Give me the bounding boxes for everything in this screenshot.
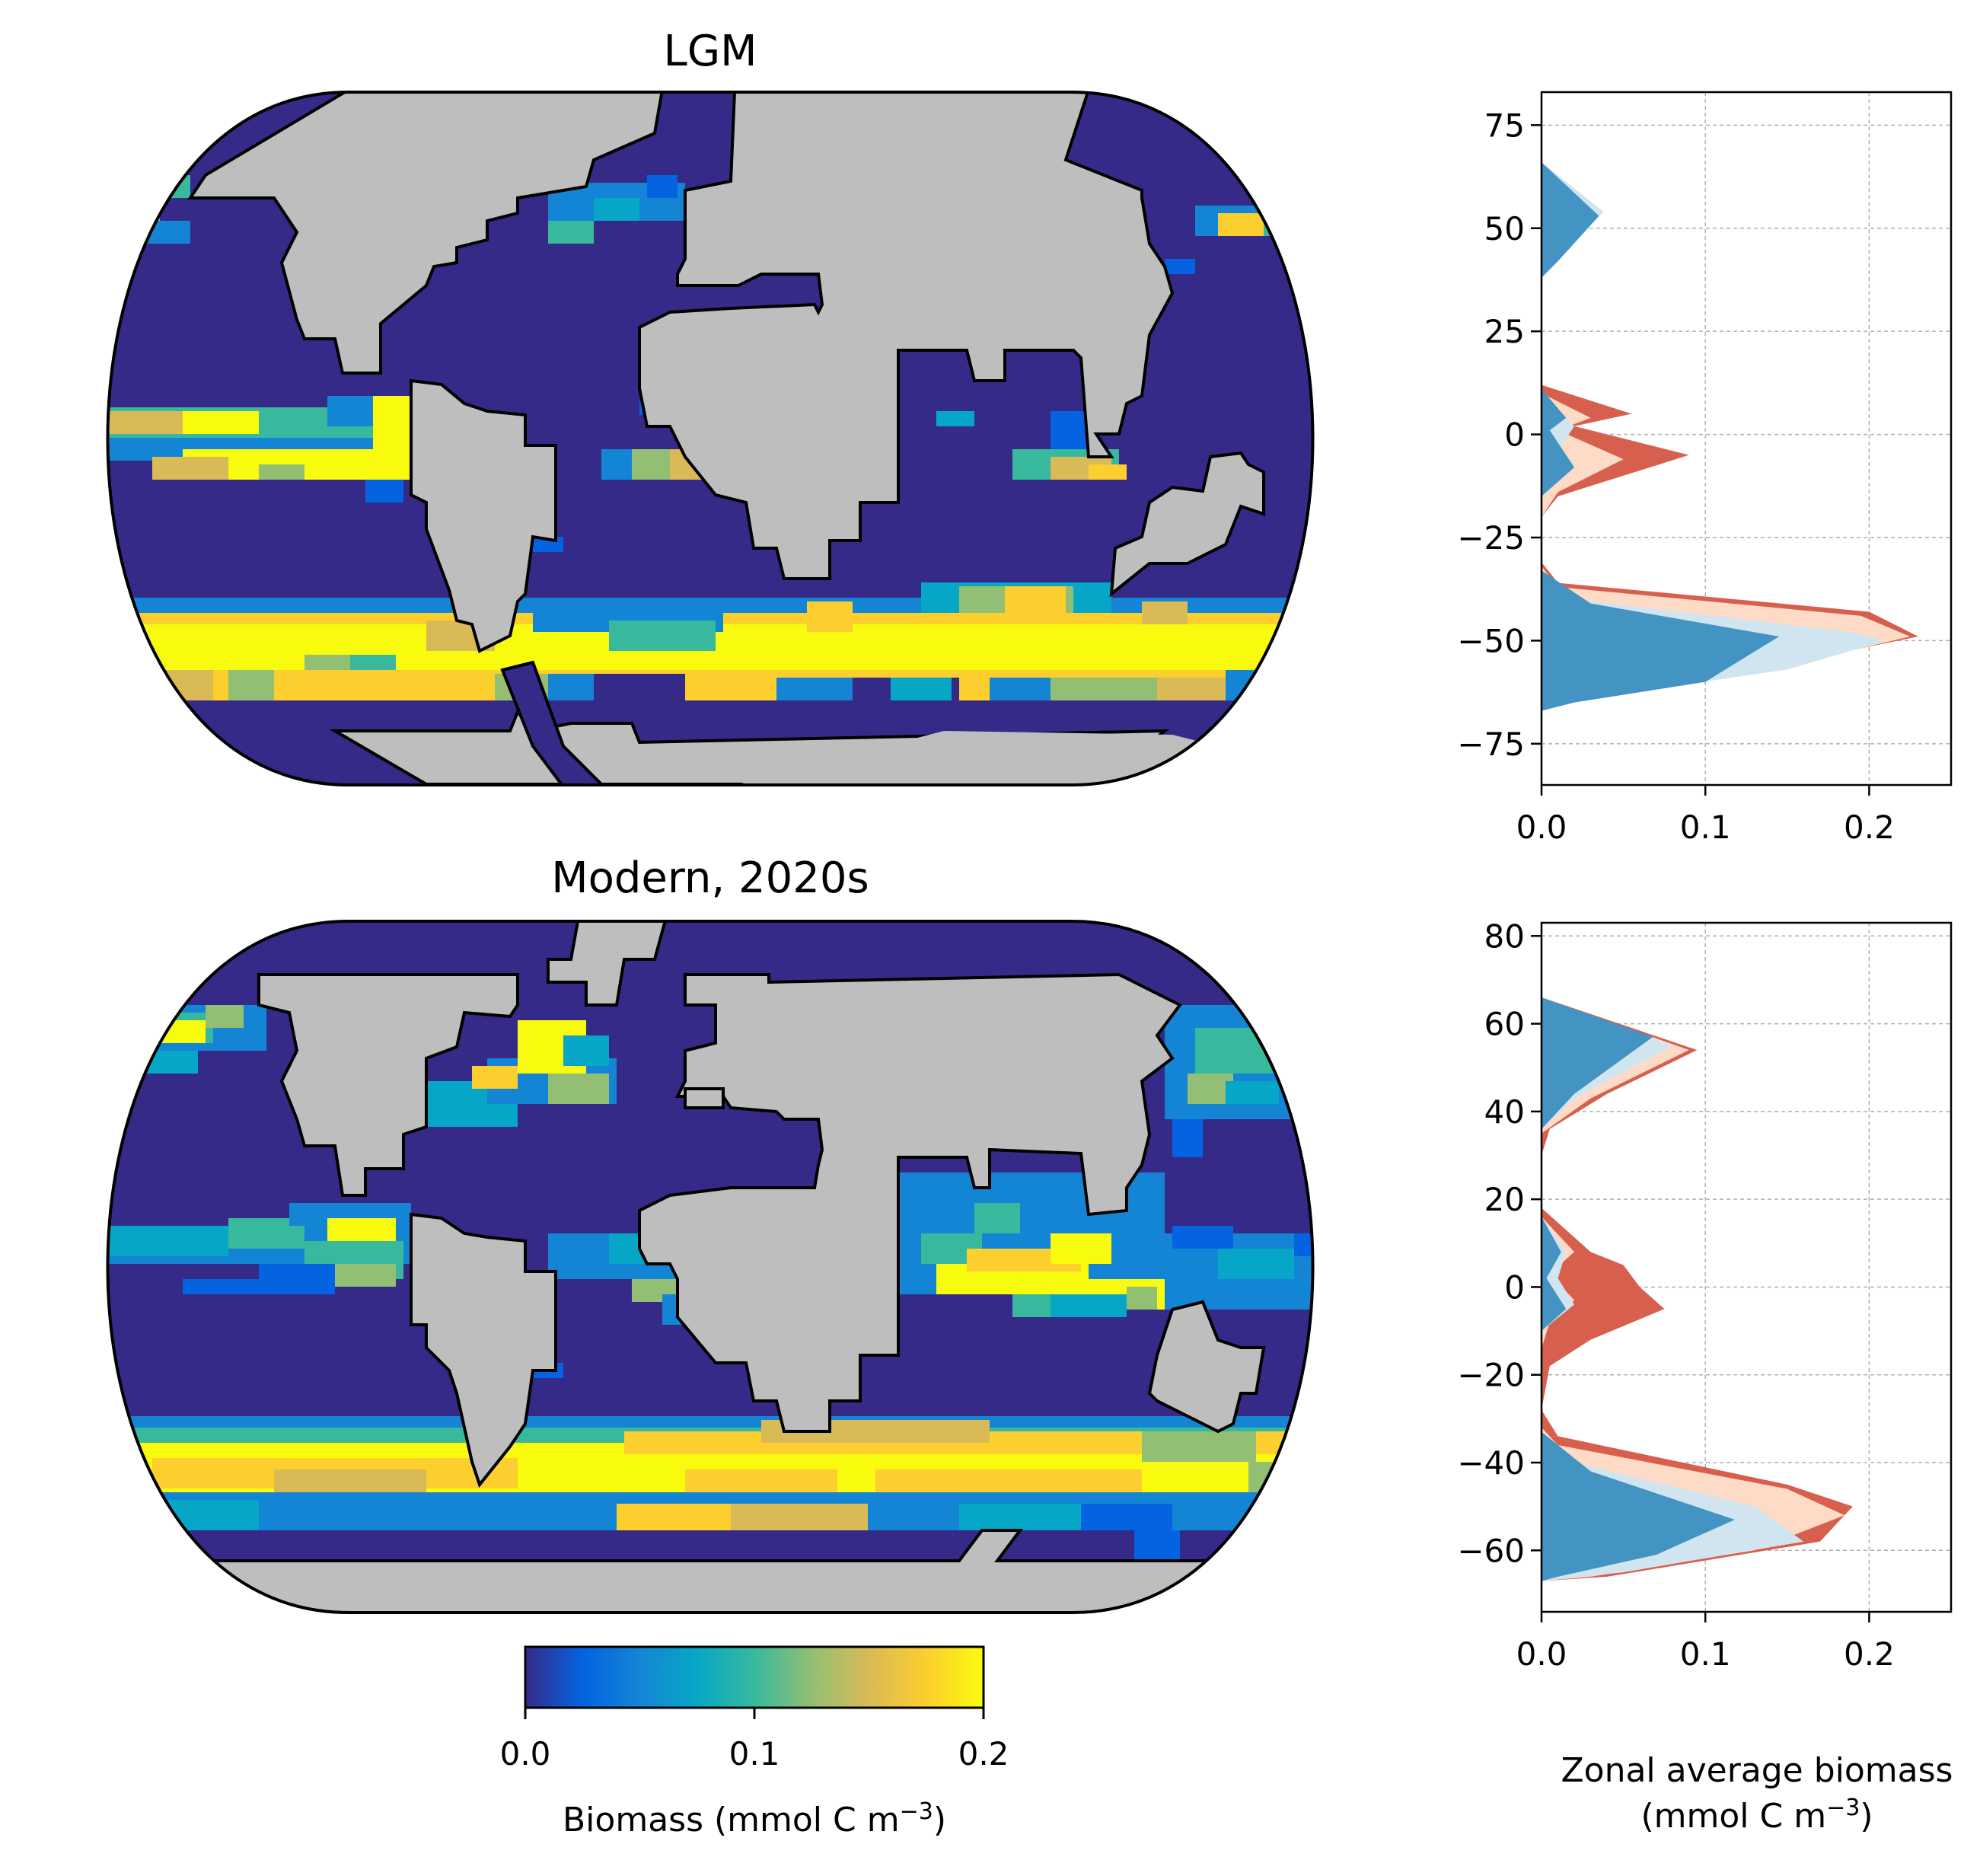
x-tick-label: 0.0 <box>1516 809 1567 846</box>
axes-frame <box>1540 91 1953 786</box>
y-tick-label: 80 <box>1484 917 1525 955</box>
profile-panel-top: 0.0 0.1 0.2 75 50 25 0 −25 −50 −75 <box>1457 91 1953 846</box>
x-tick-label: 0.2 <box>1844 809 1895 846</box>
top-map-title: LGM <box>664 27 757 76</box>
colorbar: 0.0 0.1 0.2 Biomass (mmol C m−3) <box>500 1645 1009 1839</box>
y-tick-label: 20 <box>1484 1181 1525 1218</box>
y-tick-label: −25 <box>1457 519 1525 557</box>
y-tick-label: 25 <box>1484 313 1525 350</box>
colorbar-gradient <box>524 1645 985 1709</box>
top-map-land <box>187 92 1313 785</box>
x-tick-label: 0.1 <box>1680 1635 1731 1673</box>
axes-frame <box>1540 921 1953 1613</box>
x-tick-label: 0.1 <box>1680 809 1731 846</box>
y-tick-label: 50 <box>1484 210 1525 247</box>
y-tick-label: −75 <box>1457 726 1525 763</box>
series-area-blue-fill <box>1542 997 1735 1581</box>
colorbar-tick-label: 0.1 <box>729 1735 780 1772</box>
y-tick-label: 75 <box>1484 107 1525 144</box>
y-tick-label: 60 <box>1484 1006 1525 1043</box>
colorbar-tick-label: 0.2 <box>958 1735 1009 1772</box>
bottom-map <box>107 921 1313 1613</box>
x-tick-label: 0.2 <box>1844 1635 1895 1673</box>
y-tick-label: 0 <box>1504 416 1525 454</box>
colorbar-tick-label: 0.0 <box>500 1735 551 1772</box>
y-tick-label: −50 <box>1457 622 1525 659</box>
y-tick-label: −60 <box>1457 1532 1525 1569</box>
series-areas <box>1542 997 1853 1581</box>
profile-panel-bottom: 0.0 0.1 0.2 80 60 40 20 0 −20 −40 −60 <box>1457 917 1953 1673</box>
bottom-map-land <box>107 921 1313 1613</box>
x-tick-label: 0.0 <box>1516 1635 1567 1673</box>
top-map <box>107 92 1313 785</box>
y-tick-label: −20 <box>1457 1357 1525 1394</box>
colorbar-label: Biomass (mmol C m−3) <box>563 1798 946 1839</box>
y-tick-label: 0 <box>1504 1268 1525 1306</box>
series-area-blue-fill <box>1542 162 1780 711</box>
profile-xlabel-line1: Zonal average biomass <box>1561 1751 1953 1790</box>
colorbar-ticks: 0.0 0.1 0.2 <box>500 1708 1009 1772</box>
bottom-map-title: Modern, 2020s <box>551 853 869 903</box>
profile-xlabel-line2: (mmol C m−3) <box>1641 1795 1873 1836</box>
y-tick-label: −40 <box>1457 1444 1525 1482</box>
series-areas <box>1542 162 1918 711</box>
top-map-biomass-cells <box>107 175 1313 700</box>
y-tick-label: 40 <box>1484 1093 1525 1131</box>
